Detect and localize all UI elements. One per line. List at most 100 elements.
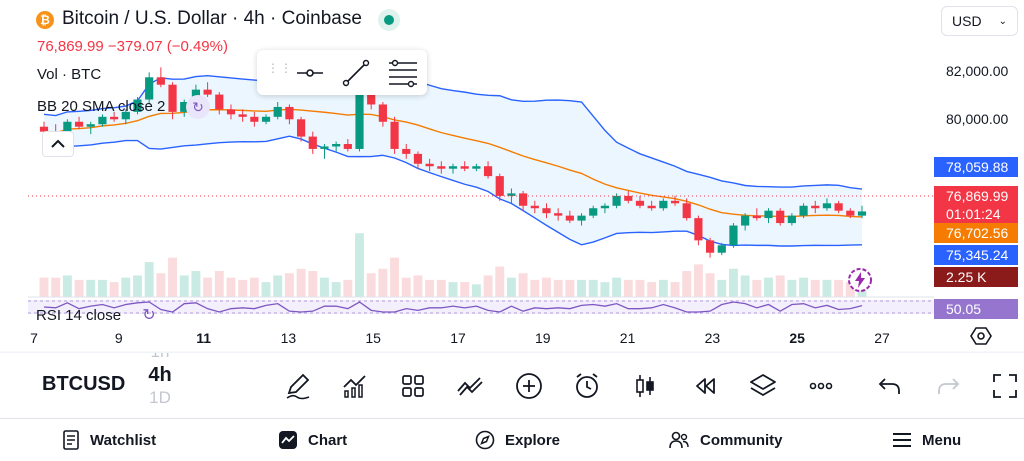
indicators-icon[interactable] xyxy=(340,371,370,401)
legend-rsi[interactable]: RSI 14 close xyxy=(36,309,122,323)
candle-body xyxy=(857,211,867,216)
volume-bar xyxy=(284,273,294,297)
legend-bollinger[interactable]: BB 20 SMA close 2 xyxy=(37,98,166,115)
candle xyxy=(589,205,598,219)
nav-community[interactable]: Community xyxy=(668,429,783,451)
volume-bar xyxy=(191,271,201,297)
nav-chart[interactable]: Chart xyxy=(278,429,347,451)
candle-body xyxy=(647,205,656,209)
volume-bar xyxy=(658,279,668,297)
symbol-title[interactable]: Bitcoin / U.S. Dollar · 4h · Coinbase xyxy=(62,8,362,29)
lightning-icon[interactable] xyxy=(846,267,874,293)
candle xyxy=(261,114,271,125)
candle xyxy=(670,195,680,206)
candle xyxy=(296,116,306,142)
candle xyxy=(448,163,458,174)
candle xyxy=(811,200,820,214)
candle-body xyxy=(752,215,761,219)
candle xyxy=(98,114,107,127)
candle-body xyxy=(811,205,820,209)
candle xyxy=(86,121,95,135)
chart-settings-icon[interactable] xyxy=(970,325,992,347)
nav-label: Menu xyxy=(922,431,962,449)
candle-type-icon[interactable] xyxy=(630,371,660,401)
bb-upper-price-tag: 78,059.88 xyxy=(934,157,1018,177)
candle xyxy=(437,161,446,174)
candle xyxy=(156,67,165,88)
horizontal-ray-icon[interactable] xyxy=(295,60,325,86)
volume-bar xyxy=(810,279,820,297)
bollinger-bands xyxy=(43,71,863,247)
date-tick-label: 25 xyxy=(789,330,805,346)
layers-icon[interactable] xyxy=(748,371,778,401)
candle-body xyxy=(261,116,271,122)
volume-bar xyxy=(355,233,364,297)
rsi-band-fill xyxy=(28,300,934,314)
candle xyxy=(857,205,867,219)
volume-bar xyxy=(74,279,84,297)
layouts-icon[interactable] xyxy=(398,371,428,401)
candle xyxy=(110,111,119,122)
drag-handle-icon[interactable]: ⋮⋮ xyxy=(267,61,293,75)
candle xyxy=(320,144,329,159)
volume-bar xyxy=(600,282,610,297)
candles xyxy=(39,67,867,258)
candle xyxy=(472,163,481,172)
candle xyxy=(460,161,469,172)
volume-bar xyxy=(133,275,142,297)
volume-bar xyxy=(717,279,727,297)
volume-bar xyxy=(308,271,318,297)
candle-body xyxy=(296,119,306,137)
nav-menu[interactable]: Menu xyxy=(892,429,961,451)
volume-bar xyxy=(320,277,329,297)
interval-option[interactable]: 1D xyxy=(149,388,171,407)
pencil-icon[interactable] xyxy=(283,371,313,401)
volume-bar xyxy=(121,277,131,297)
interval-option[interactable]: 1h xyxy=(138,353,182,363)
volume-bar xyxy=(97,279,107,297)
fullscreen-icon[interactable] xyxy=(990,371,1020,401)
candle xyxy=(483,161,493,179)
candle xyxy=(554,208,563,221)
alert-icon[interactable] xyxy=(572,371,602,401)
candle-body xyxy=(320,146,329,149)
interval-selected[interactable]: 4h xyxy=(148,364,172,386)
candle-body xyxy=(659,200,668,209)
candle-body xyxy=(705,240,715,253)
candle xyxy=(425,158,434,172)
candle-body xyxy=(285,106,294,120)
date-tick-label: 21 xyxy=(619,330,636,346)
candle xyxy=(694,215,703,246)
trend-line-icon[interactable] xyxy=(341,58,371,88)
redo-icon[interactable] xyxy=(933,371,963,401)
candle-body xyxy=(121,111,130,120)
date-tick-label: 19 xyxy=(535,330,551,346)
candle-body xyxy=(238,114,247,117)
candle-body xyxy=(156,77,165,85)
nav-watchlist[interactable]: Watchlist xyxy=(62,429,156,451)
candle xyxy=(635,195,645,209)
nav-explore[interactable]: Explore xyxy=(475,429,560,451)
currency-select[interactable]: USD ⌄ xyxy=(941,6,1018,36)
candle-body xyxy=(483,166,493,177)
candle xyxy=(121,109,130,125)
candle xyxy=(752,208,761,221)
add-icon[interactable] xyxy=(514,371,544,401)
collapse-legend-button[interactable] xyxy=(42,131,74,157)
fib-retracement-icon[interactable] xyxy=(387,58,419,88)
volume-bar xyxy=(378,268,388,297)
compare-icon[interactable] xyxy=(455,371,485,401)
candle-body xyxy=(846,210,855,216)
legend-volume[interactable]: Vol · BTC xyxy=(37,66,102,83)
community-icon xyxy=(669,431,689,449)
undo-icon[interactable] xyxy=(875,371,905,401)
more-icon[interactable] xyxy=(806,371,836,401)
interval-picker[interactable]: 1h 4h 1D xyxy=(138,353,182,419)
replay-icon[interactable] xyxy=(690,371,720,401)
ticker-symbol-button[interactable]: BTCUSD xyxy=(42,373,126,395)
candle-body xyxy=(402,148,411,154)
rsi-pane xyxy=(28,300,934,314)
volume-bar xyxy=(425,279,435,297)
volume-bar xyxy=(366,273,376,297)
